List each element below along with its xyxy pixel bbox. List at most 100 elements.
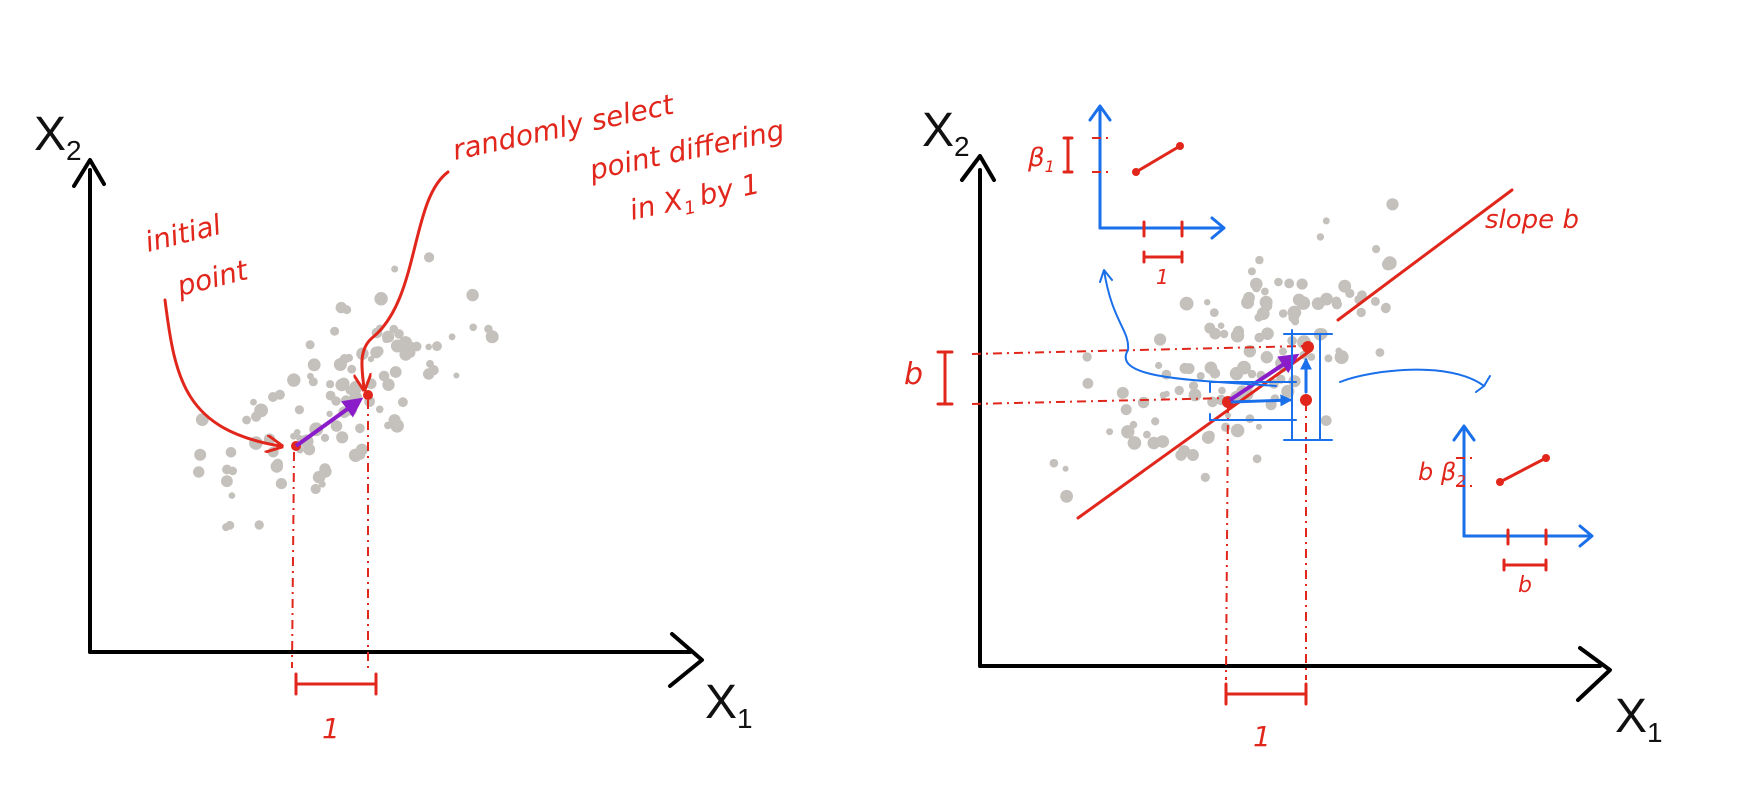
right-horizontal-step-arrow [1230, 394, 1293, 407]
left-step-bracket [294, 672, 378, 696]
left-step-arrow [294, 397, 364, 448]
scatter-point [389, 324, 399, 334]
scatter-point [287, 373, 301, 387]
scatter-point [333, 358, 347, 371]
inset-top-y-axis [1088, 104, 1112, 230]
scatter-point [1274, 277, 1283, 287]
inset-bottom-pointer [1339, 368, 1491, 393]
scatter-point [193, 466, 205, 478]
scatter-point [1082, 378, 1094, 389]
left-random-pointer [362, 170, 450, 388]
scatter-point [1311, 297, 1325, 310]
scatter-point [1296, 278, 1308, 290]
scatter-point [242, 415, 252, 425]
scatter-point [1196, 372, 1205, 380]
left-panel: X1 X2 initial point randomly select poin… [34, 88, 787, 745]
scatter-point [1383, 256, 1397, 270]
scatter-point [1221, 422, 1231, 432]
scatter-point [378, 370, 390, 382]
scatter-point [251, 411, 262, 422]
b-label: b [904, 357, 923, 392]
scatter-point [325, 390, 336, 401]
scatter-point [347, 364, 357, 374]
inset-top: β1 1 [1027, 104, 1226, 289]
left-step-label: 1 [322, 712, 340, 745]
scatter-point [1256, 307, 1270, 320]
scatter-point [1188, 381, 1199, 391]
inset-top-step-label: 1 [1156, 265, 1169, 289]
scatter-point [348, 448, 363, 462]
scatter-point [1209, 308, 1219, 317]
scatter-point [1250, 277, 1263, 291]
scatter-point [1357, 290, 1367, 301]
scatter-point [374, 292, 388, 306]
scatter-point [1370, 296, 1380, 306]
scatter-point [466, 288, 479, 302]
scatter-point [1331, 296, 1342, 306]
right-scatter-points [1049, 198, 1399, 503]
inset-bottom-point-a [1496, 478, 1504, 486]
scatter-point [1284, 278, 1295, 289]
scatter-point [1060, 489, 1073, 503]
scatter-point [1137, 396, 1150, 409]
regression-line-upper [1336, 188, 1514, 322]
left-scatter-points [193, 252, 499, 532]
right-selected-point-low [1300, 394, 1312, 406]
scatter-point [312, 470, 326, 484]
scatter-point [1218, 386, 1226, 395]
scatter-point [1174, 385, 1184, 396]
scatter-point [1225, 412, 1231, 419]
scatter-point [398, 397, 408, 408]
scatter-point [485, 330, 499, 344]
scatter-point [228, 492, 236, 499]
scatter-point [1204, 299, 1211, 306]
scatter-point [319, 463, 331, 475]
scatter-point [1291, 317, 1300, 326]
scatter-point [1200, 472, 1210, 482]
scatter-point [367, 356, 375, 363]
scatter-point [1156, 435, 1168, 448]
left-x-axis [88, 632, 704, 688]
scatter-point [1252, 454, 1262, 464]
scatter-point [1230, 423, 1245, 438]
scatter-point [1154, 333, 1167, 346]
left-annotation-random-line3: in X1by 1 [627, 167, 764, 231]
b-bracket [936, 350, 954, 406]
scatter-point [308, 377, 318, 387]
scatter-point [228, 466, 237, 476]
scatter-point [1179, 296, 1194, 311]
scatter-point [326, 410, 333, 417]
scatter-point [320, 433, 330, 442]
scatter-point [1356, 307, 1366, 318]
scatter-point [330, 326, 340, 336]
scatter-point [453, 372, 460, 379]
scatter-point [1241, 296, 1255, 309]
left-initial-pointer [163, 298, 280, 446]
scatter-point [1287, 305, 1302, 320]
right-guide-upper [971, 345, 1306, 355]
slope-label: slope b [1485, 205, 1579, 235]
right-x-axis [978, 646, 1612, 702]
scatter-point [1201, 431, 1215, 444]
left-annotation-initial-line1: initial [142, 208, 225, 259]
scatter-point [1163, 390, 1170, 397]
scatter-point [1129, 420, 1138, 429]
left-y-axis-label: X2 [34, 108, 82, 166]
inset-top-point-a [1132, 168, 1140, 176]
scatter-point [1204, 361, 1218, 375]
scatter-point [398, 336, 413, 350]
scatter-point [448, 333, 456, 341]
scatter-point [389, 366, 402, 378]
scatter-point [469, 323, 478, 332]
regression-line [1076, 349, 1312, 520]
left-x-axis-label: X1 [705, 676, 753, 734]
inset-bottom-slope-segment [1498, 456, 1548, 484]
scatter-point [222, 523, 230, 532]
right-drop-line-initial [1225, 403, 1229, 681]
scatter-point [1320, 415, 1332, 426]
scatter-point [365, 378, 377, 390]
scatter-point [267, 446, 279, 458]
inset-bottom: b β2 b [1418, 424, 1594, 598]
scatter-point [1062, 465, 1069, 472]
